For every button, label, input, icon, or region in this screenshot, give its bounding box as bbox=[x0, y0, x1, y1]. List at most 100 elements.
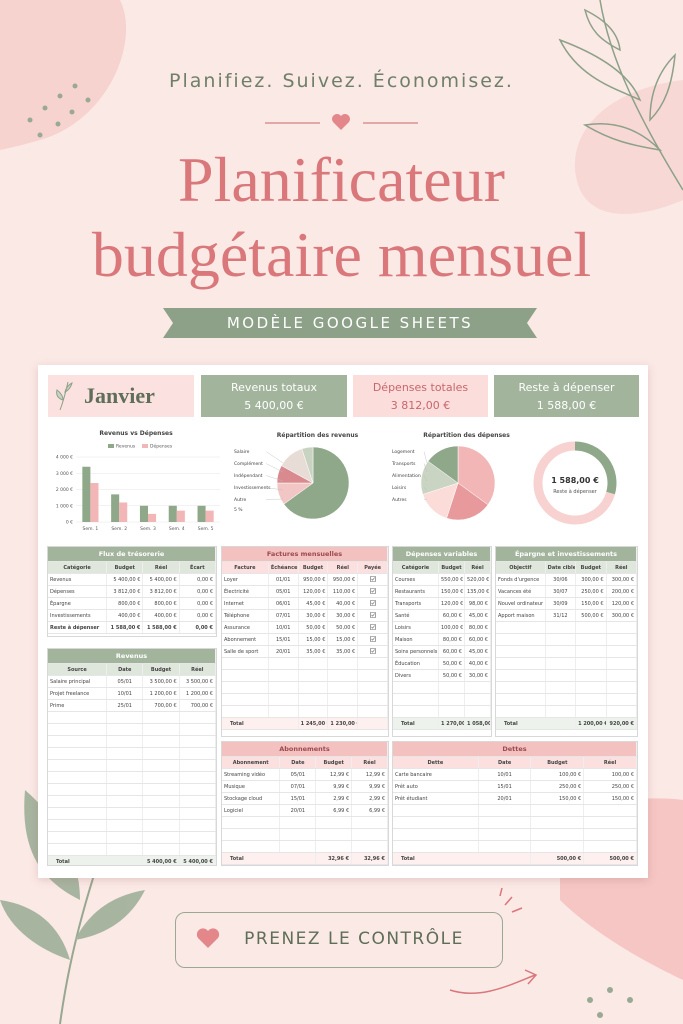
cell bbox=[530, 828, 585, 841]
kpi-value: 5 400,00 € bbox=[244, 399, 304, 412]
kpi-card: Reste à dépenser 1 588,00 € bbox=[494, 375, 639, 417]
badge: MODÈLE GOOGLE SHEETS bbox=[180, 308, 520, 338]
cell bbox=[583, 804, 637, 817]
pie-slice bbox=[283, 446, 350, 520]
cell: Stockage cloud bbox=[222, 792, 281, 805]
title-row: Flux de trésorerie bbox=[48, 547, 216, 562]
empty-row bbox=[393, 681, 491, 694]
chart-title: Répartition des revenus bbox=[277, 432, 359, 439]
empty-row bbox=[222, 669, 388, 682]
total-value: 32,96 € bbox=[351, 852, 388, 865]
cell bbox=[179, 795, 216, 808]
title-row: Dettes bbox=[393, 742, 637, 757]
cell bbox=[222, 840, 281, 853]
pie-label: Alimentation bbox=[392, 473, 421, 479]
cell bbox=[606, 705, 637, 718]
row: Stockage cloud 15/01 2,99 €2,99 € bbox=[222, 792, 388, 805]
empty-row bbox=[48, 843, 216, 856]
cell bbox=[142, 735, 180, 748]
pie-label: Logement bbox=[392, 449, 415, 455]
x-tick-label: Sem. 3 bbox=[140, 526, 156, 532]
cell bbox=[575, 693, 607, 706]
donut-label: 1 588,00 € bbox=[551, 476, 599, 485]
cell: Carte bancaire bbox=[393, 768, 479, 781]
cell bbox=[179, 843, 216, 856]
checkbox-cell bbox=[357, 633, 388, 646]
row: Soins personnels 60,00 €45,00 € bbox=[393, 645, 491, 658]
cell bbox=[393, 681, 439, 694]
total-label: Total bbox=[496, 717, 577, 730]
title-row: Épargne et investissements bbox=[496, 547, 637, 562]
kpi-label: Revenus totaux bbox=[231, 381, 317, 394]
column-header: Budget bbox=[575, 561, 607, 574]
header-row: Objectif Date cible Budget Réel bbox=[496, 561, 637, 574]
cell bbox=[268, 681, 299, 694]
total-value: 1 058,00 € bbox=[464, 717, 491, 730]
bar bbox=[168, 505, 177, 522]
cell: 135,00 € bbox=[464, 585, 491, 598]
donut-sublabel: Reste à dépenser bbox=[553, 488, 598, 495]
row: Salaire principal 05/01 3 500,00 €3 500,00… bbox=[48, 675, 216, 688]
column-header: Catégorie bbox=[48, 561, 108, 574]
cell: Salaire principal bbox=[48, 675, 108, 688]
cell: 3 500,00 € bbox=[179, 675, 216, 688]
table: Abonnements Abonnement Date Budget Réel Strea… bbox=[221, 741, 389, 866]
cell bbox=[279, 840, 317, 853]
cell bbox=[222, 681, 269, 694]
cell bbox=[478, 816, 532, 829]
empty-row bbox=[393, 816, 637, 829]
kpi-value: 3 812,00 € bbox=[390, 399, 451, 412]
cell: 12,99 € bbox=[315, 768, 353, 781]
cell bbox=[48, 711, 108, 724]
empty-row bbox=[393, 693, 491, 706]
total-value: 5 400,00 € bbox=[142, 855, 180, 865]
cell bbox=[575, 669, 607, 682]
cell bbox=[496, 645, 546, 658]
table-title: Dettes bbox=[393, 742, 637, 757]
cell: 200,00 € bbox=[606, 585, 637, 598]
cell: 12,99 € bbox=[351, 768, 388, 781]
empty-row bbox=[222, 840, 388, 853]
kpi-card: Dépenses totales 3 812,00 € bbox=[353, 375, 488, 417]
table-title: Dépenses variables bbox=[393, 547, 491, 562]
cell bbox=[179, 831, 216, 844]
cell: 30/07 bbox=[545, 585, 577, 598]
column-header: Réel bbox=[327, 561, 359, 574]
cell bbox=[106, 831, 144, 844]
cell bbox=[48, 747, 108, 760]
column-header: Réel bbox=[606, 561, 637, 574]
cell bbox=[142, 819, 180, 832]
bar bbox=[148, 513, 157, 522]
total-value: 1 245,00 € bbox=[298, 717, 329, 730]
check bbox=[369, 599, 376, 606]
y-tick-label: 0 € bbox=[66, 520, 73, 526]
empty-row bbox=[48, 759, 216, 772]
cell: 06/01 bbox=[268, 597, 299, 610]
cell: 100,00 € bbox=[530, 768, 585, 781]
checkbox bbox=[369, 575, 376, 582]
chart: Répartition des dépenses Logement Transpor… bbox=[391, 432, 510, 521]
cell: 45,00 € bbox=[464, 609, 491, 622]
cell: 100,00 € bbox=[438, 621, 465, 634]
total-value: 500,00 € bbox=[583, 852, 637, 865]
row: Éducation 50,00 €40,00 € bbox=[393, 657, 491, 670]
table-grid: Flux de trésorerie Catégorie Budget Réel Éca… bbox=[48, 547, 216, 634]
table-grid: Factures mensuelles Facture Échéance Budget… bbox=[222, 547, 388, 730]
row: Assurance 10/01 50,00 €50,00 € bbox=[222, 621, 388, 634]
cta-button[interactable]: PRENEZ LE CONTRÔLE bbox=[175, 912, 503, 968]
empty-row bbox=[48, 783, 216, 796]
pie-label: Transports bbox=[391, 461, 416, 467]
cell: 120,00 € bbox=[606, 597, 637, 610]
cell bbox=[496, 621, 546, 634]
pie-slice bbox=[457, 445, 496, 506]
cell bbox=[298, 693, 329, 706]
cell bbox=[393, 816, 479, 829]
cell bbox=[606, 693, 637, 706]
column-header: Budget bbox=[298, 561, 329, 574]
cell: Soins personnels bbox=[393, 645, 439, 658]
total-value: 1 270,00 € bbox=[438, 717, 465, 730]
leader-line bbox=[265, 487, 284, 491]
chart-title: Revenus vs Dépenses bbox=[99, 430, 173, 437]
cell: Internet bbox=[222, 597, 269, 610]
cell bbox=[478, 804, 532, 817]
